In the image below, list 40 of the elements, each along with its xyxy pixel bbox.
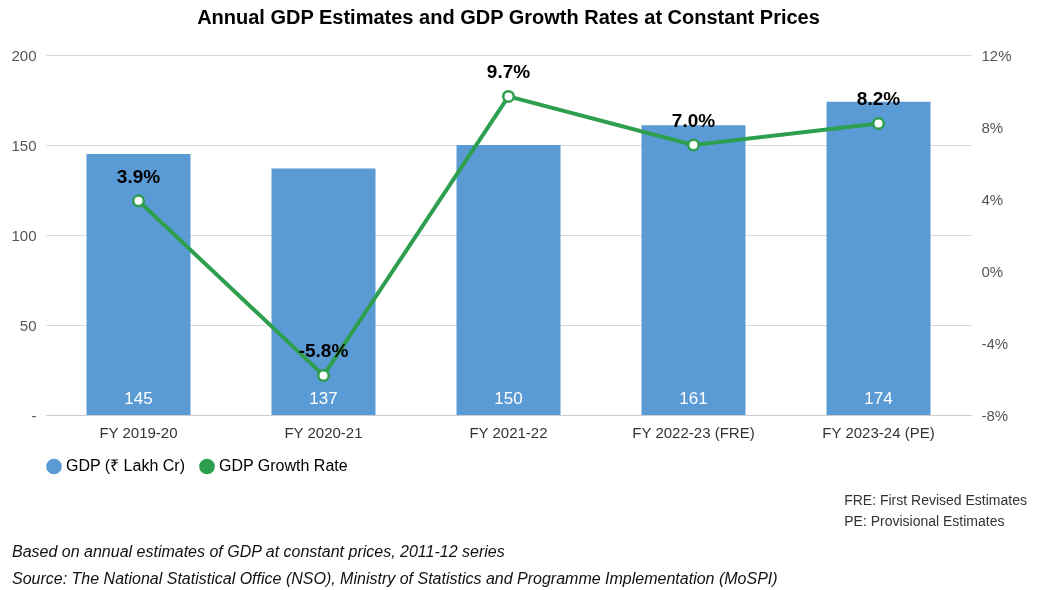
y2-tick-label: -4% — [981, 334, 1009, 352]
x-tick-label: FY 2020-21 — [284, 423, 363, 441]
bar — [456, 145, 561, 415]
x-tick-label: FY 2019-20 — [99, 423, 178, 441]
legend-label: GDP Growth Rate — [219, 457, 348, 475]
point — [502, 89, 515, 103]
y-tick-label: 150 — [11, 136, 37, 154]
x-tick-label: FY 2023-24 (PE) — [822, 423, 935, 441]
data-label: 150 — [494, 389, 523, 408]
bar — [271, 168, 376, 415]
y-tick-label: 200 — [11, 46, 37, 64]
data-label: 9.7% — [486, 61, 531, 83]
y-tick-label: 50 — [19, 316, 37, 334]
text: Based on annual estimates of GDP at constant prices, 2011-12 series — [12, 542, 506, 562]
text: PE: Provisional Estimates — [844, 512, 1006, 531]
point — [317, 368, 330, 382]
data-label: 137 — [309, 389, 338, 408]
data-label: 7.0% — [671, 110, 716, 131]
data-label: 3.9% — [116, 165, 161, 187]
text: FRE: First Revised Estimates — [844, 491, 1027, 510]
x-tick-label: FY 2022-23 (FRE) — [632, 423, 755, 441]
y-tick-label: - — [31, 406, 37, 424]
point — [872, 116, 885, 130]
data-label: 174 — [864, 389, 893, 408]
y2-tick-label: 8% — [981, 118, 1004, 136]
y2-tick-label: 4% — [981, 190, 1004, 208]
data-label: 161 — [679, 389, 708, 408]
bar — [86, 154, 191, 415]
y2-tick-label: 12% — [981, 46, 1012, 64]
chart-title: Annual GDP Estimates and GDP Growth Rates at Constant Prices — [197, 6, 820, 28]
x-tick-label: FY 2021-22 — [469, 423, 548, 441]
bar — [641, 125, 746, 415]
data-label: 145 — [124, 389, 153, 408]
point — [132, 194, 145, 208]
y-tick-label: 100 — [11, 226, 37, 244]
source-note: Source: The National Statistical Office (NSO), Ministry of Statistics and Programme Implementation (MoSPI) — [12, 569, 778, 589]
y2-tick-label: -8% — [981, 406, 1009, 424]
y2-tick-label: 0% — [981, 262, 1004, 280]
legend-label: GDP (₹ Lakh Cr) — [66, 457, 185, 475]
point — [687, 138, 700, 152]
